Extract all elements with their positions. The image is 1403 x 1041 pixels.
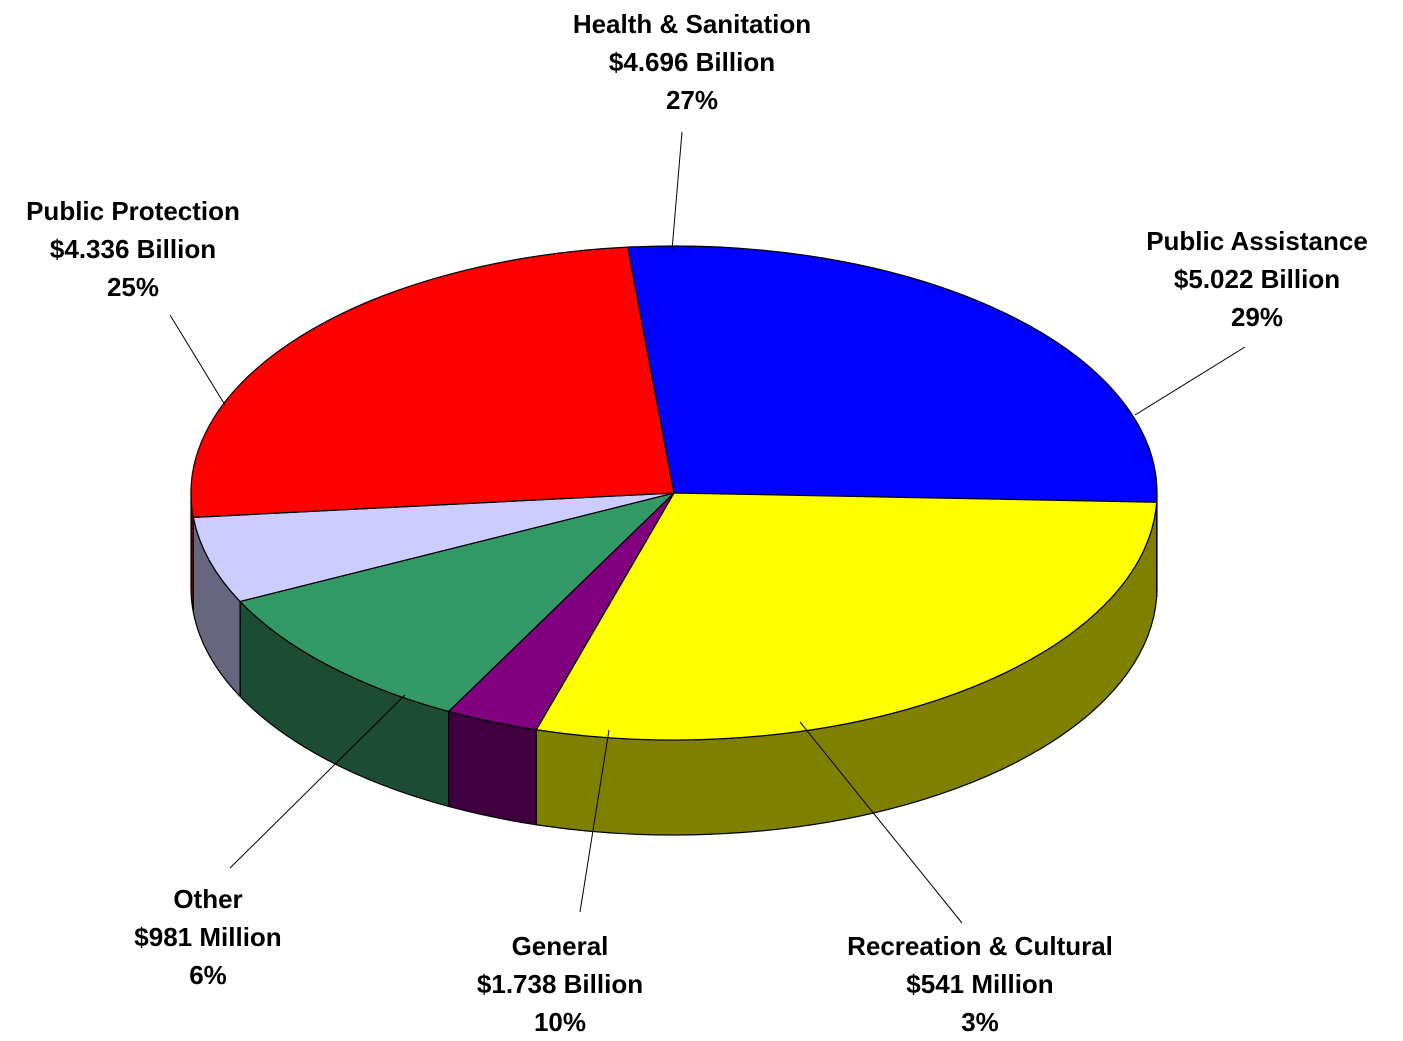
- leader-line-4: [229, 694, 406, 869]
- slice-label-amount: $5.022 Billion: [1174, 264, 1340, 294]
- leader-line-5: [169, 314, 226, 406]
- pie-side-2: [448, 710, 537, 826]
- slice-label-percent: 6%: [189, 960, 227, 990]
- slice-label-name: Health & Sanitation: [573, 9, 811, 39]
- slice-label-name: Recreation & Cultural: [847, 931, 1113, 961]
- pie-slice-5: [190, 246, 675, 518]
- pie-slice-0: [627, 245, 1158, 503]
- slice-label-percent: 3%: [961, 1007, 999, 1037]
- leader-line-2: [799, 721, 963, 924]
- slice-label-percent: 27%: [666, 85, 718, 115]
- slice-label-amount: $541 Million: [906, 969, 1053, 999]
- slice-label-name: General: [512, 931, 609, 961]
- slice-label-amount: $4.696 Billion: [609, 47, 775, 77]
- slice-label-0: Health & Sanitation $4.696 Billion 27%: [573, 9, 811, 115]
- slice-label-name: Public Assistance: [1146, 226, 1368, 256]
- leader-lines: [169, 131, 1246, 924]
- pie-sides: [190, 492, 1158, 836]
- slice-label-2: Recreation & Cultural $541 Million 3%: [847, 931, 1113, 1037]
- slice-label-name: Public Protection: [26, 196, 240, 226]
- slice-label-amount: $981 Million: [134, 922, 281, 952]
- pie-slice-4: [192, 492, 675, 603]
- leader-line-1: [1134, 346, 1246, 416]
- pie-slice-1: [535, 492, 1158, 741]
- leader-line-0: [671, 131, 683, 251]
- slice-label-percent: 25%: [107, 272, 159, 302]
- slice-labels: Health & Sanitation $4.696 Billion 27% Publ…: [26, 9, 1368, 1037]
- pie-tops: [190, 245, 1158, 741]
- slice-label-3: General $1.738 Billion 10%: [477, 931, 643, 1037]
- slice-label-percent: 10%: [534, 1007, 586, 1037]
- leader-line-3: [579, 729, 610, 913]
- slice-label-5: Public Protection $4.336 Billion 25%: [26, 196, 240, 302]
- pie-slice-3: [239, 492, 675, 713]
- slice-label-name: Other: [173, 884, 242, 914]
- slice-label-amount: $1.738 Billion: [477, 969, 643, 999]
- slice-label-4: Other $981 Million 6%: [134, 884, 281, 990]
- slice-label-amount: $4.336 Billion: [50, 234, 216, 264]
- slice-label-percent: 29%: [1231, 302, 1283, 332]
- slice-label-1: Public Assistance $5.022 Billion 29%: [1146, 226, 1368, 332]
